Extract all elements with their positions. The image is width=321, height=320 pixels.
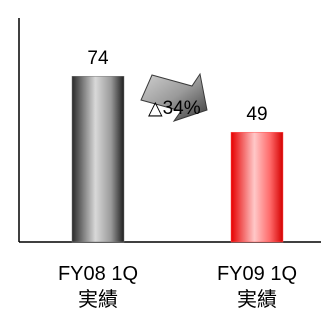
change-arrow: △34% bbox=[140, 72, 208, 122]
bar-1 bbox=[230, 131, 284, 243]
category-label-0-line2: 実績 bbox=[78, 288, 118, 311]
value-label-0: 74 bbox=[87, 48, 109, 69]
category-label-1-line1: FY09 1Q bbox=[217, 263, 297, 285]
category-label-1-line2: 実績 bbox=[237, 288, 277, 311]
down-right-arrow-icon bbox=[140, 72, 208, 122]
category-label-0-line1: FY08 1Q bbox=[58, 263, 138, 285]
bar-0 bbox=[71, 75, 125, 243]
change-annotation: △34% bbox=[148, 98, 201, 119]
value-label-1: 49 bbox=[246, 104, 267, 125]
